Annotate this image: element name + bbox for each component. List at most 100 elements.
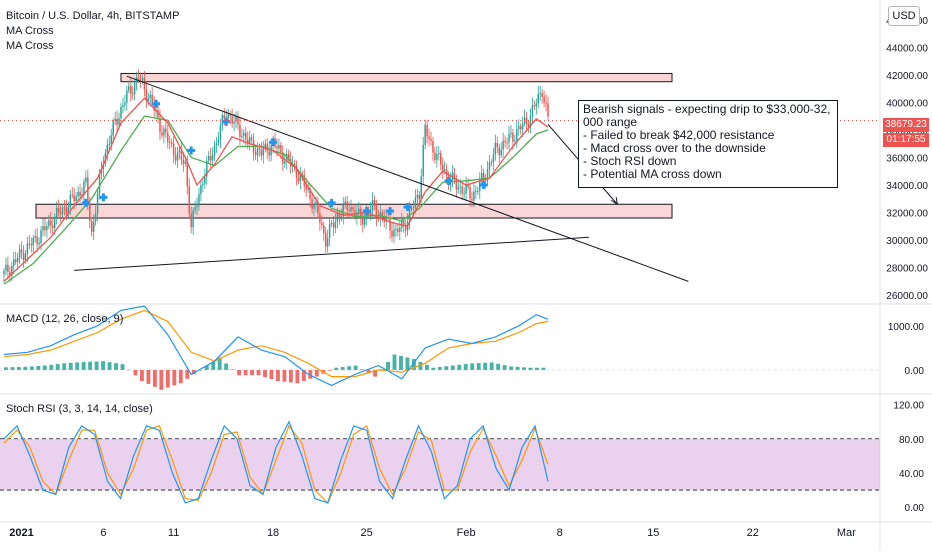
candle-body (375, 205, 378, 219)
candle-body (145, 89, 148, 101)
candle-body (209, 155, 212, 161)
macd-histogram-bar (94, 361, 99, 370)
candle-body (73, 195, 75, 202)
candle-body (416, 194, 419, 198)
macd-histogram-bar (399, 355, 403, 370)
macd-histogram-bar (431, 367, 436, 370)
candle-body (75, 196, 77, 202)
ma-cross-marker (152, 99, 161, 108)
ma-cross-marker (187, 146, 196, 155)
macd-histogram-bar (68, 362, 73, 370)
candle-body (94, 213, 97, 222)
candle-body (206, 160, 208, 177)
candle-body (297, 177, 300, 182)
price-tick-label: 36000.00 (886, 153, 928, 164)
candle-body (455, 179, 458, 190)
candle-body (373, 199, 376, 206)
candle-body (338, 213, 341, 218)
macd-histogram-bar (217, 357, 222, 370)
currency-button[interactable]: USD (888, 6, 920, 26)
candle-body (124, 102, 126, 106)
candle-body (311, 199, 313, 209)
candle-body (418, 194, 421, 200)
candle-body (440, 153, 442, 165)
candle-body (170, 142, 173, 144)
candle-body (305, 186, 307, 190)
macd-histogram-bar (23, 366, 28, 370)
candle-body (50, 220, 52, 226)
candle-body (410, 208, 413, 210)
candle-body (46, 226, 48, 231)
candle-body (184, 161, 187, 164)
candle-body (65, 207, 68, 214)
candle-body (213, 144, 216, 155)
macd-histogram-bar (535, 367, 539, 370)
ma-cross-marker (222, 117, 231, 126)
macd-histogram-bar (276, 369, 280, 381)
candle-body (147, 98, 150, 101)
candle-body (287, 154, 290, 160)
candle-body (141, 78, 144, 80)
stoch-rsi-pane-title[interactable]: Stoch RSI (3, 3, 14, 14, close) (6, 403, 153, 415)
candle-body (498, 147, 501, 156)
stoch-tick-label: 120.00 (893, 401, 924, 412)
indicator-legend-ma-cross-2[interactable]: MA Cross (6, 40, 54, 52)
stoch-tick-label: 0.00 (905, 503, 925, 514)
candle-body (504, 140, 506, 143)
macd-histogram-bar (496, 363, 501, 370)
ma-cross-marker (386, 207, 395, 216)
candle-body (108, 143, 111, 145)
candle-body (11, 265, 13, 276)
macd-histogram-bar (16, 367, 21, 370)
price-tick-label: 44000.00 (886, 43, 928, 54)
macd-histogram-bar (101, 361, 106, 370)
candle-body (543, 96, 545, 103)
stoch-tick-label: 80.00 (899, 435, 924, 446)
candle-body (139, 79, 142, 81)
candle-body (34, 236, 36, 238)
macd-histogram-bar (457, 364, 462, 370)
macd-histogram-bar (237, 369, 242, 376)
candle-body (324, 232, 327, 247)
candle-body (332, 222, 335, 228)
candle-body (18, 249, 21, 259)
macd-histogram-bar (334, 367, 339, 370)
annotation-line: - Potential MA cross down (583, 167, 722, 181)
x-tick-label: 18 (267, 527, 279, 539)
candle-body (90, 221, 93, 232)
macd-histogram-bar (528, 367, 533, 370)
candle-body (432, 140, 434, 153)
candle-body (151, 94, 153, 104)
indicator-legend-ma-cross-1[interactable]: MA Cross (6, 25, 54, 37)
candle-body (266, 143, 268, 152)
candle-body (492, 154, 495, 163)
candle-body (326, 238, 329, 247)
candle-body (445, 169, 448, 176)
candle-body (192, 210, 194, 228)
candle-body (404, 225, 407, 231)
candle-body (500, 149, 502, 156)
candle-body (67, 207, 70, 214)
macd-histogram-bar (230, 369, 235, 370)
candle-body (412, 207, 415, 209)
candle-body (262, 148, 265, 156)
candle-body (114, 118, 116, 121)
candle-body (245, 132, 247, 140)
candle-body (420, 176, 423, 200)
candle-body (490, 162, 493, 164)
candle-body (48, 220, 50, 227)
candle-body (241, 135, 243, 137)
price-tick-label: 30000.00 (886, 236, 928, 247)
candle-body (477, 191, 479, 193)
macd-histogram-bar (263, 369, 267, 378)
macd-pane-title[interactable]: MACD (12, 26, close, 9) (6, 313, 124, 325)
candle-body (527, 123, 530, 128)
candle-body (541, 93, 543, 97)
candle-body (55, 207, 58, 218)
macd-histogram-bar (476, 363, 481, 370)
annotation-box[interactable]: Bearish signals - expecting drip to $33,… (578, 100, 838, 188)
candle-body (393, 229, 395, 237)
candle-body (521, 123, 524, 130)
